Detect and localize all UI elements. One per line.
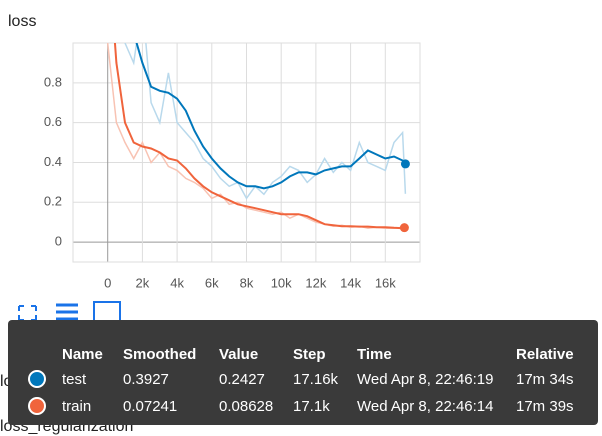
cell: Wed Apr 8, 22:46:14 xyxy=(357,398,494,415)
y-tick-label: 0.4 xyxy=(44,154,62,169)
smoothed-line xyxy=(135,43,407,190)
column-header: Relative xyxy=(516,346,574,363)
series-dot xyxy=(28,397,46,415)
cell: 17.16k xyxy=(293,371,339,388)
y-tick-label: 0.2 xyxy=(44,194,62,209)
x-tick-label: 16k xyxy=(375,275,396,290)
end-marker xyxy=(399,223,409,233)
fullscreen-icon[interactable] xyxy=(18,305,37,320)
toolbar[interactable] xyxy=(18,301,121,320)
column-header: Name xyxy=(62,346,103,363)
end-marker xyxy=(400,159,410,169)
cell: 0.07241 xyxy=(123,398,178,415)
x-tick-label: 14k xyxy=(340,275,361,290)
x-tick-label: 4k xyxy=(170,275,184,290)
tooltip: Name Smoothed Value Step Time Relative test 0.3… xyxy=(8,320,598,425)
cell: train xyxy=(62,398,92,415)
cell: 0.3927 xyxy=(123,371,169,388)
chart: loss 0 0.2 0.4 0.6 0.8 0 2k 4k 6k 8k 10k 12k 14k 16k xyxy=(8,13,421,320)
x-tick-label: 10k xyxy=(271,275,292,290)
y-tick-label: 0.6 xyxy=(44,114,62,129)
fit-icon[interactable] xyxy=(93,301,121,320)
column-header: Time xyxy=(357,346,392,363)
x-tick-label: 6k xyxy=(205,275,219,290)
y-tick-label: 0.8 xyxy=(44,74,62,89)
x-tick-label: 2k xyxy=(136,275,150,290)
series-dot xyxy=(28,370,46,388)
y-tick-label: 0 xyxy=(55,234,62,249)
chart-title: loss xyxy=(8,13,36,30)
column-header: Step xyxy=(293,346,326,363)
data-icon[interactable] xyxy=(56,303,78,320)
cell: 17m 34s xyxy=(516,371,574,388)
cell: 17m 39s xyxy=(516,398,574,415)
column-header: Smoothed xyxy=(123,346,197,363)
cell: test xyxy=(62,371,87,388)
column-header: Value xyxy=(219,346,259,363)
raw-line xyxy=(106,43,405,229)
cell: 0.08628 xyxy=(219,398,274,415)
raw-line xyxy=(124,43,407,200)
x-tick-label: 0 xyxy=(104,275,111,290)
cell: 0.2427 xyxy=(219,371,265,388)
x-tick-label: 12k xyxy=(305,275,326,290)
x-tick-label: 8k xyxy=(240,275,254,290)
cell: 17.1k xyxy=(293,398,330,415)
smoothed-line xyxy=(113,43,405,230)
cell: Wed Apr 8, 22:46:19 xyxy=(357,371,494,388)
plot-frame xyxy=(72,42,421,263)
